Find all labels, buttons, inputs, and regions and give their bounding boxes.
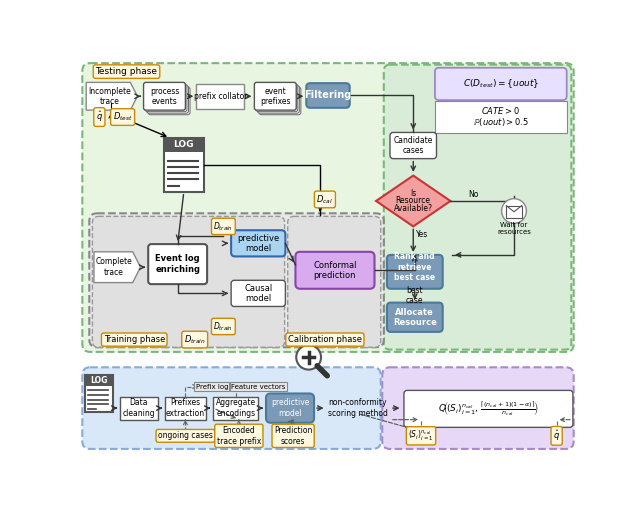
FancyBboxPatch shape — [83, 367, 381, 449]
Text: Incomplete
trace: Incomplete trace — [88, 87, 131, 106]
Text: ongoing cases: ongoing cases — [158, 431, 213, 441]
Text: Prefixes
extraction: Prefixes extraction — [166, 399, 205, 418]
Circle shape — [296, 345, 321, 370]
FancyBboxPatch shape — [148, 87, 190, 115]
Text: $CATE > 0$: $CATE > 0$ — [481, 105, 520, 117]
FancyBboxPatch shape — [257, 86, 300, 113]
Text: $(S_i)_{i=1}^{n_{cal}}$: $(S_i)_{i=1}^{n_{cal}}$ — [408, 428, 434, 443]
FancyBboxPatch shape — [145, 84, 187, 112]
Bar — [120, 396, 157, 420]
FancyBboxPatch shape — [266, 393, 314, 423]
Text: LOG: LOG — [90, 376, 108, 385]
FancyBboxPatch shape — [256, 84, 298, 112]
FancyBboxPatch shape — [231, 230, 285, 257]
Bar — [84, 375, 113, 386]
Text: No: No — [468, 190, 479, 199]
Text: Conformal
prediction: Conformal prediction — [313, 261, 356, 280]
FancyBboxPatch shape — [254, 83, 296, 110]
Text: Complete
trace: Complete trace — [96, 258, 132, 277]
Text: best
case: best case — [406, 286, 424, 305]
Text: Is: Is — [410, 189, 417, 198]
Text: predictive
model: predictive model — [271, 399, 309, 418]
FancyBboxPatch shape — [435, 68, 566, 100]
Text: Yes: Yes — [417, 230, 429, 239]
Text: non-conformity
scoring method: non-conformity scoring method — [328, 399, 387, 418]
FancyBboxPatch shape — [404, 390, 573, 427]
FancyBboxPatch shape — [288, 216, 381, 347]
FancyBboxPatch shape — [384, 65, 572, 350]
Text: Prefix log: Prefix log — [195, 384, 228, 389]
Text: prefix collator: prefix collator — [193, 92, 247, 101]
Text: $D_{train}$: $D_{train}$ — [213, 320, 234, 333]
Text: Rank and
retrieve
best case: Rank and retrieve best case — [394, 252, 435, 282]
Bar — [164, 138, 204, 192]
Text: predictive
model: predictive model — [237, 234, 280, 253]
FancyBboxPatch shape — [147, 86, 189, 113]
FancyBboxPatch shape — [83, 63, 573, 352]
Text: Filtering: Filtering — [305, 90, 351, 100]
Bar — [213, 396, 259, 420]
FancyBboxPatch shape — [148, 244, 207, 284]
Text: Allocate
Resource: Allocate Resource — [393, 308, 436, 327]
Text: Wait for
resources: Wait for resources — [497, 222, 531, 235]
Text: Causal
model: Causal model — [244, 284, 273, 303]
Text: Aggregate
encodings: Aggregate encodings — [216, 399, 256, 418]
Text: Prediction
scores: Prediction scores — [274, 426, 312, 446]
Text: Encoded
trace prefix: Encoded trace prefix — [217, 426, 261, 446]
Bar — [84, 375, 113, 412]
FancyBboxPatch shape — [92, 216, 285, 347]
Text: LOG: LOG — [173, 140, 194, 149]
Polygon shape — [86, 83, 138, 110]
Text: $\mathbb{P}(uout) > 0.5$: $\mathbb{P}(uout) > 0.5$ — [473, 116, 529, 128]
Text: Data
cleaning: Data cleaning — [123, 399, 156, 418]
FancyBboxPatch shape — [387, 255, 443, 289]
FancyBboxPatch shape — [387, 303, 443, 332]
Text: Calibration phase: Calibration phase — [288, 335, 362, 344]
Text: Event log
enriching: Event log enriching — [155, 255, 200, 274]
Text: Candidate
cases: Candidate cases — [394, 136, 433, 155]
FancyBboxPatch shape — [382, 367, 573, 449]
Text: $\hat{q}$: $\hat{q}$ — [553, 428, 560, 443]
Text: Testing phase: Testing phase — [95, 67, 157, 76]
Text: $D_{train}$: $D_{train}$ — [184, 333, 205, 346]
Text: $\hat{q}$: $\hat{q}$ — [96, 110, 103, 124]
Text: Feature vectors: Feature vectors — [231, 384, 285, 389]
Text: $D_{cal}$: $D_{cal}$ — [316, 193, 333, 206]
FancyBboxPatch shape — [231, 280, 285, 306]
Polygon shape — [376, 175, 451, 227]
FancyBboxPatch shape — [296, 252, 374, 289]
Text: $C(D_{test}) = \{uout\}$: $C(D_{test}) = \{uout\}$ — [463, 78, 539, 90]
Bar — [164, 138, 204, 152]
Text: $D_{test}$: $D_{test}$ — [113, 111, 132, 123]
Circle shape — [502, 199, 526, 223]
FancyBboxPatch shape — [390, 132, 436, 159]
Text: event
prefixes: event prefixes — [260, 87, 291, 106]
Text: $D_{train}$: $D_{train}$ — [213, 220, 234, 233]
Text: Available?: Available? — [394, 204, 433, 213]
Bar — [435, 101, 566, 133]
Text: $Q\!\left(\!(S_i)_{i=1}^{n_{cal}},\,\frac{\lceil(n_{cal}+1)(1-\alpha)\rceil}{n_{: $Q\!\left(\!(S_i)_{i=1}^{n_{cal}},\,\fra… — [438, 400, 539, 418]
Bar — [165, 396, 205, 420]
FancyBboxPatch shape — [259, 87, 301, 115]
Bar — [196, 84, 244, 108]
Polygon shape — [94, 252, 140, 282]
Text: Resource: Resource — [396, 197, 431, 205]
Text: Training phase: Training phase — [104, 335, 165, 344]
FancyBboxPatch shape — [143, 83, 186, 110]
FancyBboxPatch shape — [90, 213, 384, 347]
Text: process
events: process events — [150, 87, 179, 106]
FancyBboxPatch shape — [307, 83, 349, 108]
